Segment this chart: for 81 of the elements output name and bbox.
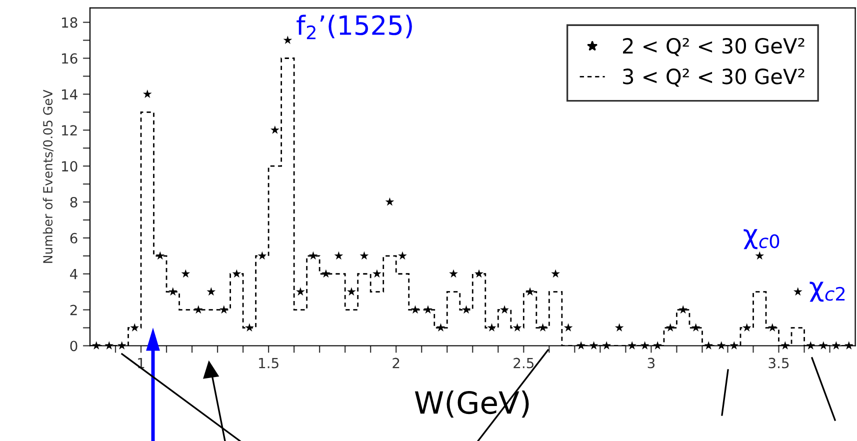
point	[360, 251, 369, 260]
point	[487, 323, 496, 332]
y-tick-label: 18	[62, 17, 78, 28]
point	[244, 323, 254, 332]
y-tick-label: 10	[62, 161, 78, 172]
x-tick-label: 1.5	[259, 358, 278, 368]
point	[832, 341, 841, 350]
y-tick-label: 12	[62, 125, 77, 136]
point	[564, 323, 573, 332]
point	[410, 305, 420, 314]
point	[258, 251, 267, 260]
annotation: χ$_{c2}$	[810, 282, 845, 302]
point	[780, 341, 790, 350]
point	[806, 341, 816, 350]
point	[628, 341, 637, 350]
point	[768, 323, 777, 332]
point	[844, 341, 854, 350]
x-tick-label: 3	[648, 358, 655, 368]
point	[462, 305, 471, 314]
point	[589, 341, 598, 350]
point	[322, 269, 330, 278]
point	[104, 341, 114, 350]
y-tick-label: 0	[70, 340, 78, 352]
point	[716, 341, 726, 350]
point	[219, 305, 228, 314]
point	[296, 287, 305, 296]
point	[666, 323, 675, 332]
point	[232, 269, 242, 278]
point	[372, 269, 382, 278]
y-tick-label: 14	[62, 89, 78, 100]
point	[691, 323, 700, 332]
point	[142, 90, 152, 98]
point	[614, 323, 624, 332]
x-tick-label: 2	[392, 358, 400, 368]
point	[678, 305, 688, 314]
point	[308, 251, 318, 260]
point	[576, 341, 586, 350]
point	[704, 341, 714, 350]
point	[755, 251, 764, 260]
point	[347, 287, 356, 296]
point	[602, 341, 611, 350]
point	[653, 341, 662, 350]
y-tick-label: 2	[70, 304, 77, 316]
x-tick-label: 3.5	[768, 358, 789, 368]
point	[742, 323, 752, 332]
x-tick-label: 2.5	[514, 358, 534, 368]
point	[640, 341, 650, 350]
point	[206, 287, 216, 296]
point	[730, 341, 739, 350]
point	[538, 323, 548, 332]
point	[283, 36, 292, 44]
point	[436, 323, 446, 332]
point	[168, 287, 178, 296]
point	[818, 341, 828, 350]
point	[385, 197, 394, 206]
y-tick-label: 4	[70, 269, 78, 280]
point	[117, 341, 126, 350]
point	[526, 287, 534, 296]
y-axis-title: Number of Events/0.05 GeV	[42, 90, 54, 263]
point	[130, 323, 140, 332]
annotation: χ$_{c0}$	[744, 229, 780, 250]
point	[449, 269, 458, 278]
y-tick-label: 6	[70, 232, 78, 244]
legend-label: 2 < Q² < 30 GeV²	[623, 38, 804, 56]
point	[398, 251, 407, 260]
point	[500, 305, 509, 314]
point	[270, 125, 280, 134]
point	[512, 323, 522, 332]
annotation: f$_{2}$’(1525)	[296, 14, 412, 40]
point	[194, 305, 203, 314]
point	[181, 269, 190, 278]
point	[551, 269, 560, 278]
point	[334, 251, 344, 260]
point	[92, 341, 101, 350]
legend-label: 3 < Q² < 30 GeV²	[623, 68, 804, 87]
y-tick-label: 16	[62, 53, 78, 64]
point	[424, 305, 432, 314]
y-tick-label: 8	[70, 196, 78, 208]
point	[156, 251, 165, 260]
point	[793, 287, 802, 296]
point	[474, 269, 484, 278]
